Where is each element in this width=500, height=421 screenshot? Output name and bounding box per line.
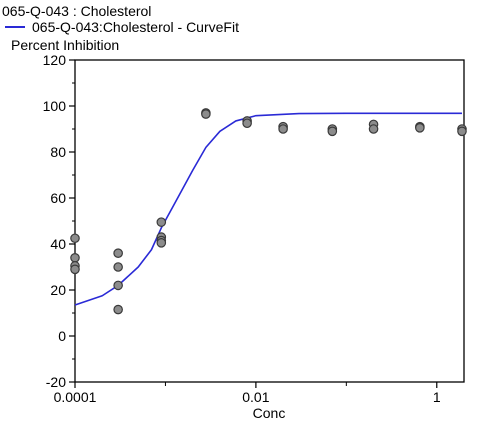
y-axis-label: Percent Inhibition bbox=[11, 37, 119, 53]
data-point bbox=[242, 118, 252, 129]
x-axis: 0.0001 0.01 1 bbox=[54, 382, 441, 405]
data-point bbox=[113, 262, 123, 272]
x-tick-label: 0.0001 bbox=[54, 389, 97, 405]
x-tick-label: 0.01 bbox=[242, 389, 269, 405]
data-point bbox=[113, 280, 123, 291]
data-point bbox=[113, 304, 123, 315]
data-point bbox=[457, 126, 467, 137]
y-tick-label: 80 bbox=[50, 144, 66, 160]
x-tick-label: 1 bbox=[433, 389, 441, 405]
data-point bbox=[70, 264, 80, 275]
data-points bbox=[70, 108, 467, 315]
data-point bbox=[327, 126, 338, 137]
data-point bbox=[156, 238, 167, 248]
x-axis-label: Conc bbox=[253, 405, 286, 421]
data-point bbox=[156, 217, 167, 227]
curve-fit-line bbox=[74, 112, 462, 306]
data-point bbox=[113, 248, 123, 258]
y-tick-label: -20 bbox=[46, 374, 66, 390]
y-tick-label: 0 bbox=[58, 328, 66, 344]
legend-label: 065-Q-043:Cholesterol - CurveFit bbox=[32, 19, 239, 35]
data-point bbox=[415, 123, 425, 133]
data-point bbox=[368, 124, 379, 134]
chart-title: 065-Q-043 : Cholesterol bbox=[2, 3, 151, 19]
data-point bbox=[70, 233, 80, 244]
y-tick-label: 40 bbox=[50, 236, 66, 252]
data-point bbox=[201, 109, 211, 119]
legend: 065-Q-043:Cholesterol - CurveFit bbox=[5, 19, 239, 35]
data-point bbox=[278, 124, 288, 134]
y-tick-label: 100 bbox=[43, 98, 67, 114]
y-tick-label: 120 bbox=[43, 52, 67, 68]
curve-fit-layer bbox=[74, 112, 462, 306]
y-axis: -20 0 20 40 60 80 100 120 bbox=[43, 52, 75, 390]
plot-frame bbox=[74, 59, 465, 383]
y-tick-label: 20 bbox=[50, 282, 66, 298]
y-tick-label: 60 bbox=[50, 190, 66, 206]
data-point bbox=[70, 252, 80, 263]
